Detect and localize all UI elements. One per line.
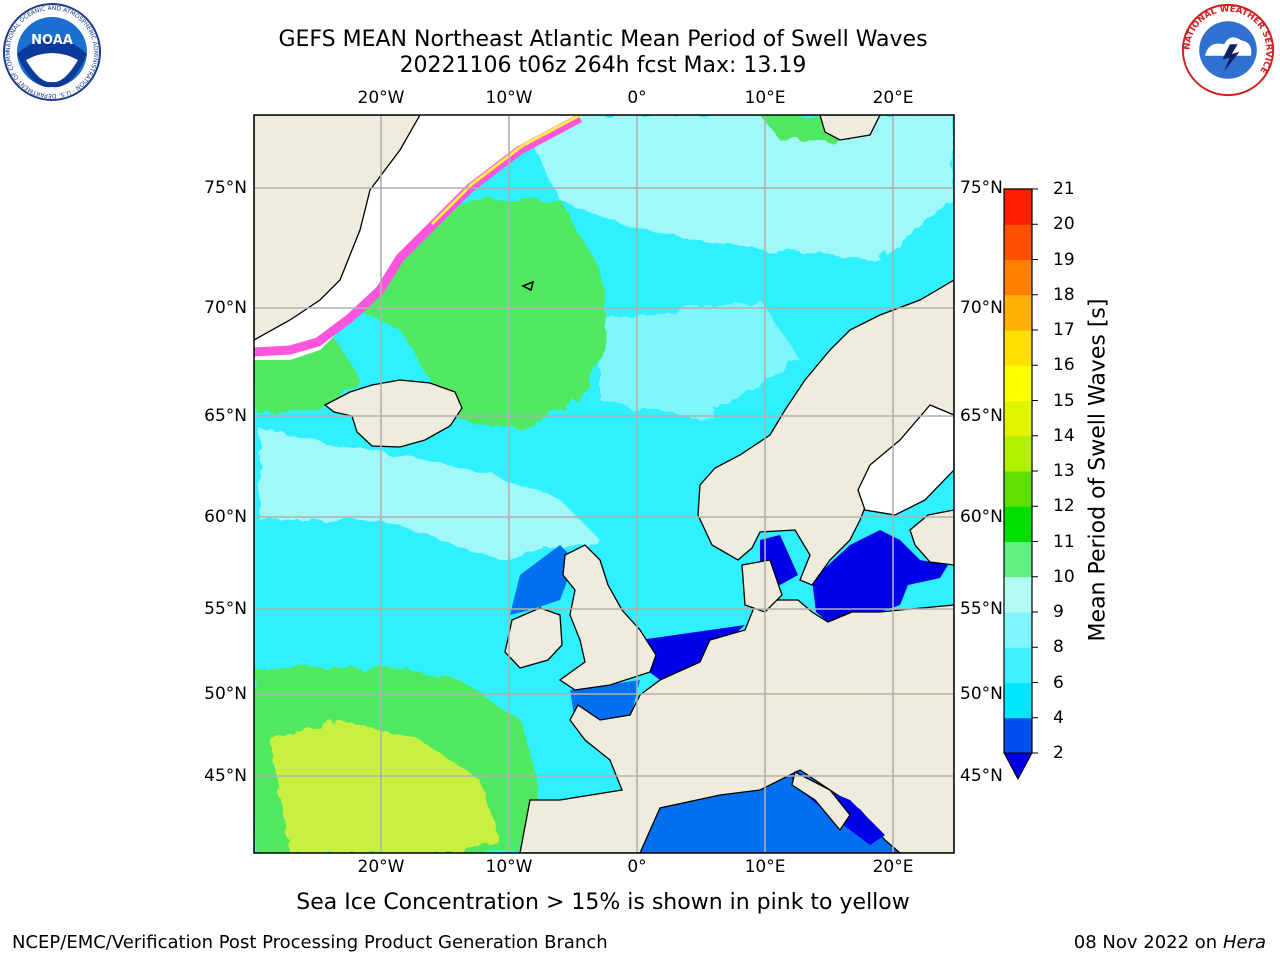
lat-label-right: 55°N [960,599,1003,619]
colorbar-segment [1004,541,1032,578]
lat-label-right: 65°N [960,406,1003,426]
colorbar-segment [1004,506,1032,542]
sea-ice-note: Sea Ice Concentration > 15% is shown in … [296,890,910,915]
colorbar-segment [1004,400,1032,437]
land-italy [791,771,851,832]
colorbar-segment [1004,189,1032,225]
lat-label-left: 45°N [204,766,247,786]
colorbar-tick-label: 21 [1053,179,1075,199]
colorbar-tick-label: 13 [1053,461,1075,481]
colorbar-under-arrow [1003,752,1033,781]
colorbar-segment [1004,224,1032,260]
colorbar-tick-label: 15 [1053,390,1075,411]
credit-line: NCEP/EMC/Verification Post Processing Pr… [12,932,608,953]
lon-label-bottom: 20°W [357,857,405,877]
lat-label-right: 50°N [960,684,1003,704]
colorbar-segment [1004,365,1032,401]
colorbar-tick-label: 9 [1053,602,1064,622]
colorbar-segment [1004,259,1032,296]
colorbar-tick-label: 10 [1053,566,1075,587]
colorbar-tick-label: 20 [1053,214,1075,235]
land-greenland [254,115,421,341]
sea-ice-edge [254,115,583,357]
lat-label-right: 75°N [960,178,1003,198]
colorbar-label: Mean Period of Swell Waves [s] [1085,298,1111,642]
generated-date: 08 Nov 2022 on Hera [1073,932,1266,953]
lon-label-bottom: 0° [627,857,647,877]
colorbar-segment [1004,330,1032,366]
lon-label-bottom: 10°W [485,857,533,877]
chart-title: GEFS MEAN Northeast Atlantic Mean Period… [278,27,928,52]
colorbar-segment [1004,682,1032,719]
colorbar-tick-label: 17 [1053,320,1075,340]
lat-label-left: 55°N [204,599,247,619]
colorbar-segment [1004,647,1032,683]
noaa-logo: NATIONAL OCEANIC AND ATMOSPHERIC ADMINIS… [2,2,101,101]
lon-label-top: 0° [627,88,647,108]
lon-label-bottom: 10°E [744,857,786,877]
lon-label-top: 20°E [872,88,914,108]
colorbar-tick-label: 11 [1053,531,1075,552]
map-frame [253,114,955,854]
colorbar-tick-label: 2 [1053,743,1064,763]
lat-label-left: 60°N [204,507,247,527]
lon-label-top: 10°E [744,88,786,108]
colorbar-tick-label: 19 [1053,249,1075,270]
colorbar-segment [1004,717,1032,754]
lat-label-right: 60°N [960,507,1003,527]
land-europe [519,599,954,853]
nws-logo: NATIONAL WEATHER SERVICE [1181,3,1275,97]
land-svalbard [819,115,881,141]
lon-label-top: 10°W [485,88,533,108]
colorbar-segment [1004,294,1032,331]
colorbar-segment [1004,576,1032,613]
colorbar-tick-label: 4 [1053,707,1064,728]
graticule [254,115,954,853]
colorbar-segment [1004,612,1032,648]
colorbar-tick-label: 14 [1053,425,1075,446]
gulf-of-bothnia [857,404,954,516]
sea-ice-edge-yellow [430,115,583,226]
colorbar-segment [1004,471,1032,507]
lat-label-right: 45°N [960,766,1003,786]
lat-label-right: 70°N [960,298,1003,318]
swell-yellow-patch [270,720,500,853]
lon-label-top: 20°W [357,88,405,108]
lat-label-left: 50°N [204,684,247,704]
colorbar-tick-label: 16 [1053,355,1075,376]
host-name: Hera [1222,932,1266,953]
lon-label-bottom: 20°E [872,857,914,877]
lat-label-left: 65°N [204,406,247,426]
lat-label-left: 75°N [204,178,247,198]
colorbar-tick-label: 18 [1053,284,1075,305]
colorbar-segment [1004,435,1032,472]
forecast-info: 20221106 t06z 264h fcst Max: 13.19 [399,53,807,78]
colorbar-tick-label: 8 [1053,637,1064,658]
land-great-britain [558,544,657,691]
noaa-logo-text: NOAA [31,33,73,48]
colorbar-tick-label: 12 [1053,496,1075,517]
lat-label-left: 70°N [204,298,247,318]
colorbar-tick-label: 6 [1053,672,1064,693]
